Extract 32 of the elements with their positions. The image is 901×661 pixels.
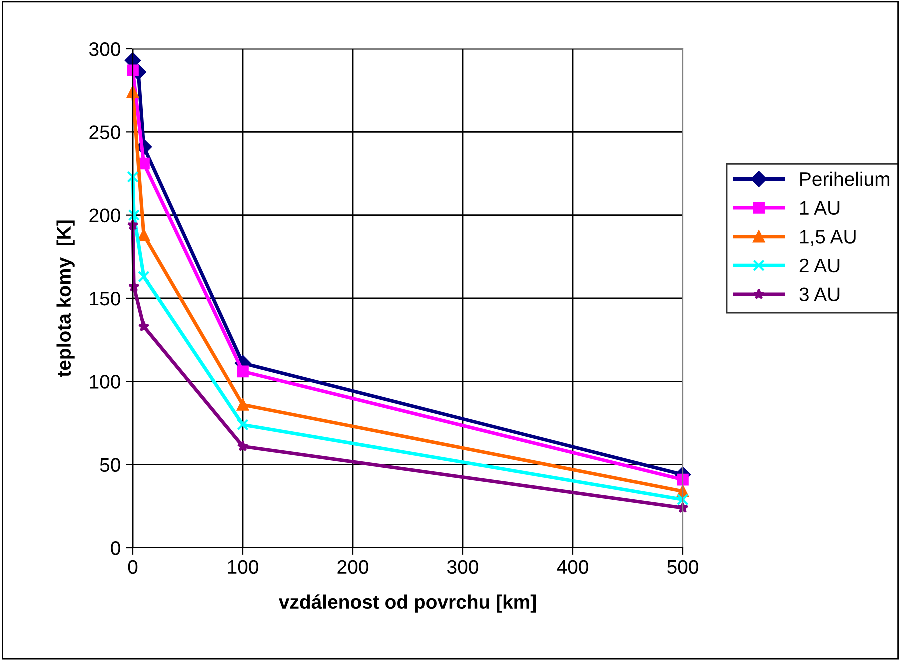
- legend-label: 1 AU: [800, 201, 840, 216]
- y-tick-label: 300: [89, 42, 120, 56]
- legend-label: 3 AU: [800, 288, 840, 302]
- y-tick-label: 250: [90, 126, 120, 140]
- y-tick-label: 200: [90, 208, 120, 223]
- x-axis-title: vzdálenost od povrchu [km]: [278, 594, 536, 613]
- point: [237, 419, 249, 431]
- legend-label: Perihelium: [800, 172, 890, 186]
- legend-label: 1,5 AU: [800, 230, 856, 246]
- y-axis-title: teplota komy [K]: [56, 220, 75, 378]
- x-tick-label: 300: [448, 560, 478, 574]
- point: [237, 399, 249, 411]
- legend-label: 2 AU: [800, 258, 840, 273]
- point: [677, 494, 689, 506]
- point: [127, 171, 139, 183]
- point: [138, 270, 150, 283]
- point: [138, 229, 150, 242]
- y-tick-label: 100: [90, 375, 120, 389]
- y-tick-label: 0: [111, 541, 120, 556]
- point: [237, 366, 249, 378]
- x-tick-label: 400: [557, 560, 588, 574]
- x-tick-label: 100: [228, 560, 258, 574]
- x-tick-label: 200: [338, 560, 368, 574]
- x-tick-label: 500: [668, 560, 698, 574]
- point: [237, 440, 249, 452]
- x-tick-label: 0: [128, 560, 138, 574]
- point: [127, 64, 139, 77]
- y-tick-label: 50: [100, 458, 120, 472]
- y-tick-label: 150: [90, 292, 120, 306]
- point: [127, 86, 139, 98]
- point: [677, 474, 689, 486]
- point: [138, 320, 150, 332]
